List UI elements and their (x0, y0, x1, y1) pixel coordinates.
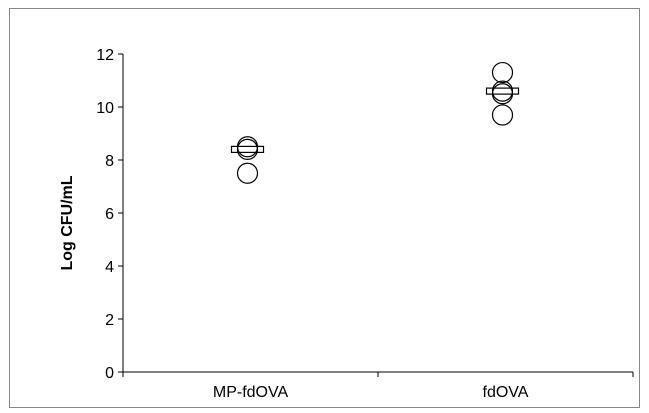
data-point (491, 61, 514, 84)
mean-marker (230, 145, 265, 153)
data-point (491, 104, 514, 126)
data-point (236, 162, 259, 184)
data-point (236, 138, 259, 160)
y-tick-label: 0 (105, 365, 114, 382)
axes (118, 53, 634, 377)
y-axis-title: Log CFU/mL (59, 175, 76, 270)
y-tick-label: 2 (105, 312, 114, 329)
x-tick-label: MP-fdOVA (213, 384, 289, 401)
y-tick-label: 10 (96, 100, 114, 117)
marks (230, 61, 520, 184)
y-tick-label: 8 (105, 153, 114, 170)
y-tick-label: 6 (105, 206, 114, 223)
chart-frame (9, 8, 640, 408)
y-tick-label: 12 (96, 47, 114, 64)
mean-marker (485, 87, 520, 95)
y-tick-label: 4 (105, 259, 114, 276)
labels: 0 2 4 6 8 10 12 MP-fdOVA fdOVA (96, 47, 529, 401)
x-tick-label: fdOVA (483, 384, 529, 401)
